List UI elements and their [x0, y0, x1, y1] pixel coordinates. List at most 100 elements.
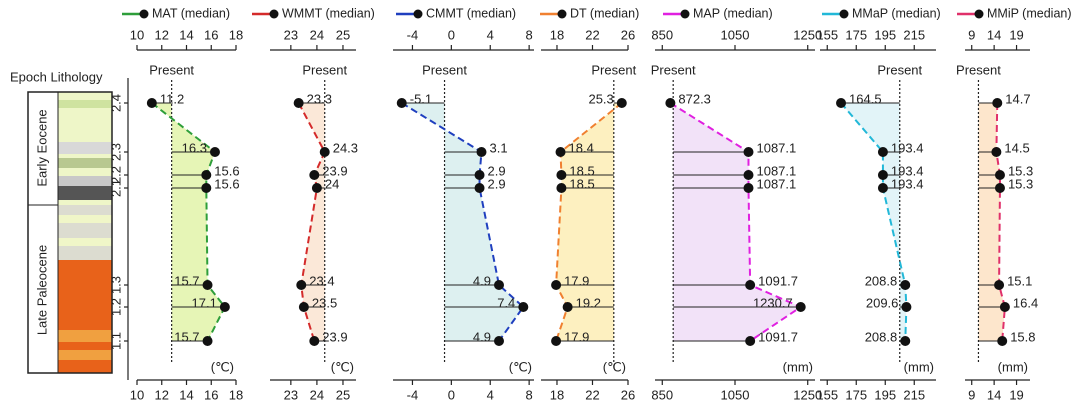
data-point — [900, 336, 911, 346]
data-point — [743, 170, 754, 180]
litho-layer — [58, 186, 112, 200]
value-label: 193.4 — [891, 140, 924, 155]
data-point — [551, 336, 562, 346]
x-tick-label: 14 — [987, 387, 1001, 402]
x-tick-label: 14 — [179, 387, 193, 402]
x-tick-label: 26 — [621, 387, 635, 402]
x-tick-label: 850 — [651, 27, 673, 42]
data-point — [997, 336, 1008, 346]
value-label: 1091.7 — [758, 329, 798, 344]
x-tick-label: 1050 — [721, 27, 750, 42]
legend-label: DT (median) — [570, 6, 639, 20]
data-point — [877, 170, 888, 180]
x-tick-label: 4 — [487, 27, 494, 42]
data-point — [396, 98, 407, 108]
data-point — [209, 147, 220, 157]
value-label: 14.7 — [1005, 91, 1030, 106]
value-label: 18.5 — [569, 176, 594, 191]
x-tick-label: 25 — [336, 387, 350, 402]
y-tick-label: 2.2 — [108, 166, 123, 184]
value-label: 19.2 — [576, 295, 601, 310]
value-label: 23.4 — [309, 273, 334, 288]
data-point — [556, 170, 567, 180]
value-label: 14.5 — [1004, 140, 1029, 155]
x-tick-label: 19 — [1009, 27, 1023, 42]
data-point — [901, 302, 912, 312]
epoch-label: Early Eocene — [34, 109, 49, 186]
deviation-area — [670, 103, 801, 341]
data-point — [994, 280, 1005, 290]
litho-layer — [58, 142, 112, 154]
y-tick-label: 2.4 — [108, 94, 123, 112]
litho-layer — [58, 176, 112, 186]
value-label: 193.4 — [891, 163, 924, 178]
present-label: Present — [149, 62, 194, 77]
value-label: 17.9 — [564, 273, 589, 288]
x-tick-label: 175 — [845, 27, 867, 42]
value-label: 208.8 — [865, 329, 898, 344]
value-label: 16.4 — [1013, 295, 1038, 310]
value-label: 4.9 — [473, 329, 491, 344]
data-point — [309, 336, 320, 346]
data-point — [146, 98, 157, 108]
data-point — [999, 302, 1010, 312]
value-label: 24 — [325, 176, 339, 191]
data-point — [493, 336, 504, 346]
data-point — [745, 280, 756, 290]
data-point — [202, 336, 213, 346]
unit-label: (mm) — [904, 359, 934, 374]
data-point — [201, 170, 212, 180]
value-label: 15.3 — [1008, 176, 1033, 191]
value-label: 208.8 — [865, 273, 898, 288]
present-label: Present — [651, 62, 696, 77]
data-point — [201, 183, 212, 193]
data-point — [518, 302, 529, 312]
data-point — [202, 280, 213, 290]
unit-label: (℃) — [211, 359, 234, 374]
data-point — [309, 170, 320, 180]
x-tick-label: 155 — [816, 27, 838, 42]
data-point — [311, 183, 322, 193]
x-tick-label: 9 — [968, 27, 975, 42]
value-label: 17.1 — [192, 295, 217, 310]
data-point — [555, 147, 566, 157]
legend-label: MMaP (median) — [852, 6, 941, 20]
present-label: Present — [956, 62, 1001, 77]
legend-marker — [974, 9, 984, 19]
data-point — [493, 280, 504, 290]
x-tick-label: 8 — [526, 27, 533, 42]
value-label: 7.4 — [497, 295, 515, 310]
lithology-header: Epoch Lithology — [10, 69, 103, 84]
x-tick-label: 155 — [816, 387, 838, 402]
data-point — [665, 98, 676, 108]
x-tick-label: 175 — [845, 387, 867, 402]
x-tick-label: 12 — [155, 27, 169, 42]
value-label: 1230.7 — [753, 295, 793, 310]
value-label: 1087.1 — [756, 140, 796, 155]
x-tick-label: 18 — [229, 27, 243, 42]
x-tick-label: 24 — [310, 387, 324, 402]
value-label: 2.9 — [488, 163, 506, 178]
value-label: 25.3 — [588, 91, 613, 106]
data-point — [743, 147, 754, 157]
x-tick-label: 22 — [585, 27, 599, 42]
value-label: 209.6 — [866, 295, 899, 310]
value-label: 193.4 — [891, 176, 924, 191]
deviation-area — [841, 103, 907, 341]
value-label: 15.6 — [214, 163, 239, 178]
value-label: 4.9 — [473, 273, 491, 288]
value-label: 23.3 — [307, 91, 332, 106]
data-point — [319, 147, 330, 157]
legend-label: MAP (median) — [693, 6, 773, 20]
legend-marker — [139, 9, 149, 19]
data-point — [991, 147, 1002, 157]
x-tick-label: 10 — [130, 27, 144, 42]
data-point — [298, 302, 309, 312]
y-tick-label: 2.1 — [108, 179, 123, 197]
data-point — [900, 280, 911, 290]
x-tick-label: 215 — [903, 387, 925, 402]
value-label: 24.3 — [333, 140, 358, 155]
y-tick-label: 1.3 — [108, 276, 123, 294]
present-label: Present — [591, 62, 636, 77]
data-point — [616, 98, 627, 108]
